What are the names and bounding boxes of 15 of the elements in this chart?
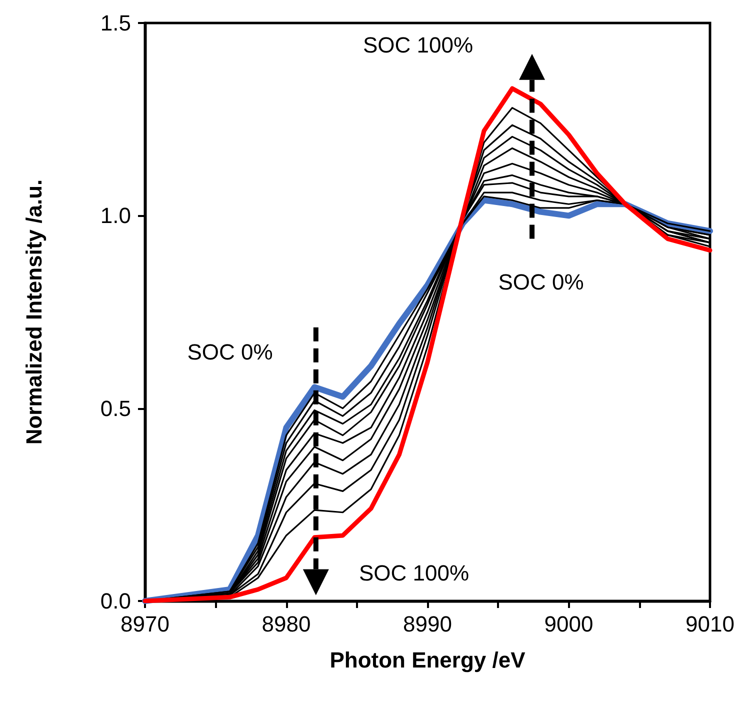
y-tick-label: 0.0 xyxy=(100,588,131,614)
annotation: SOC 100% xyxy=(358,560,470,586)
x-axis-title: Photon Energy /eV xyxy=(330,648,526,672)
annotation: SOC 100% xyxy=(362,32,474,58)
y-tick-label: 0.5 xyxy=(100,396,131,421)
x-tick-label: 8980 xyxy=(262,612,311,636)
y-tick-label: 1.0 xyxy=(100,203,131,228)
x-tick-label: 9000 xyxy=(544,612,594,636)
x-tick-label: 8970 xyxy=(120,612,170,636)
x-tick-label: 8990 xyxy=(403,612,452,636)
annotation: SOC 0% xyxy=(187,340,273,364)
annotation: SOC 0% xyxy=(498,270,584,294)
x-tick-label: 9010 xyxy=(686,612,734,636)
y-tick-label: 1.5 xyxy=(100,10,131,36)
y-axis-title: Normalized Intensity /a.u. xyxy=(22,179,46,445)
